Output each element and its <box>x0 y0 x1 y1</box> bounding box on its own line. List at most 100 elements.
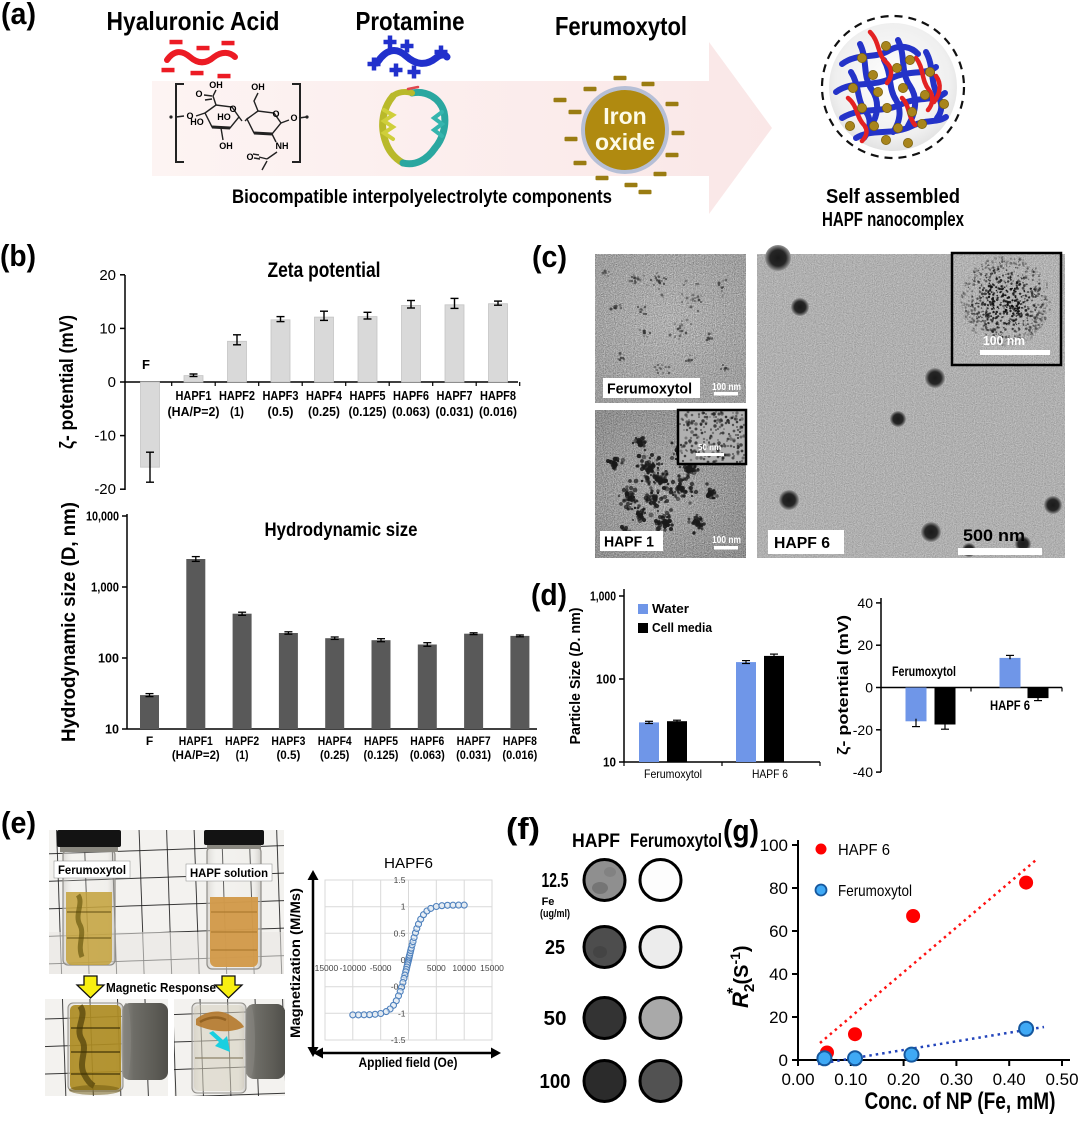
svg-text:(0.016): (0.016) <box>502 748 537 762</box>
svg-text:HAPF 6: HAPF 6 <box>752 767 788 781</box>
svg-text:Cell media: Cell media <box>652 620 713 635</box>
svg-text:-10: -10 <box>94 428 116 445</box>
svg-text:Zeta potential: Zeta potential <box>268 259 381 282</box>
svg-text:Ferumoxytol: Ferumoxytol <box>555 11 687 41</box>
svg-text:Particle Size (D. nm): Particle Size (D. nm) <box>567 608 584 745</box>
svg-text:Ferumoxytol: Ferumoxytol <box>644 767 702 781</box>
svg-text:Magnetization (M/Ms): Magnetization (M/Ms) <box>288 888 303 1038</box>
svg-text:Magnetic Response: Magnetic Response <box>106 980 216 995</box>
svg-text:Conc. of NP (Fe, mM): Conc. of NP (Fe, mM) <box>865 1088 1056 1115</box>
svg-text:60: 60 <box>769 922 788 941</box>
svg-text:10000: 10000 <box>452 963 476 973</box>
svg-text:(f): (f) <box>506 811 540 846</box>
svg-text:0: 0 <box>108 374 116 391</box>
svg-text:Ferumoxytol: Ferumoxytol <box>607 382 692 398</box>
svg-text:1,000: 1,000 <box>91 580 119 595</box>
svg-text:12.5: 12.5 <box>542 870 569 892</box>
svg-text:O: O <box>195 89 202 99</box>
svg-text:(d): (d) <box>531 577 567 612</box>
svg-text:20: 20 <box>99 267 116 284</box>
svg-text:HAPF5: HAPF5 <box>364 734 398 748</box>
svg-text:-20: -20 <box>94 481 116 498</box>
svg-text:(0.5): (0.5) <box>268 404 294 419</box>
svg-text:1.5: 1.5 <box>394 875 406 885</box>
svg-text:(0.125): (0.125) <box>364 748 399 762</box>
svg-text:10: 10 <box>99 320 116 337</box>
svg-text:OH: OH <box>251 82 265 92</box>
svg-text:O: O <box>290 113 297 123</box>
svg-text:Hydrodynamic size (D, nm): Hydrodynamic size (D, nm) <box>58 502 80 742</box>
svg-text:0.00: 0.00 <box>781 1070 814 1089</box>
svg-text:Iron: Iron <box>603 103 646 129</box>
svg-text:(0.25): (0.25) <box>308 404 340 419</box>
svg-text:(0.125): (0.125) <box>349 404 387 419</box>
svg-text:HAPF6: HAPF6 <box>393 388 429 403</box>
svg-text:HAPF8: HAPF8 <box>503 734 537 748</box>
svg-text:-1.5: -1.5 <box>391 1035 406 1045</box>
svg-text:(a): (a) <box>1 0 36 31</box>
svg-text:0: 0 <box>779 1051 788 1070</box>
svg-text:-15000: -15000 <box>312 963 339 973</box>
svg-text:Hydrodynamic size: Hydrodynamic size <box>265 519 418 541</box>
svg-text:25: 25 <box>545 937 565 959</box>
svg-text:HAPF2: HAPF2 <box>219 388 255 403</box>
svg-text:HAPF5: HAPF5 <box>350 388 386 403</box>
svg-text:HAPF3: HAPF3 <box>263 388 299 403</box>
svg-text:100 nm: 100 nm <box>712 535 741 546</box>
svg-text:(ug/ml): (ug/ml) <box>540 908 570 920</box>
svg-text:0.10: 0.10 <box>834 1070 867 1089</box>
svg-text:0.30: 0.30 <box>940 1070 973 1089</box>
svg-text:Ferumoxytol: Ferumoxytol <box>58 863 126 877</box>
svg-text:NH: NH <box>276 141 289 151</box>
svg-text:1,000: 1,000 <box>590 589 616 604</box>
svg-text:(1): (1) <box>230 404 244 419</box>
svg-text:HAPF2: HAPF2 <box>225 734 259 748</box>
svg-text:Ferumoxytol: Ferumoxytol <box>630 831 722 852</box>
svg-text:Biocompatible interpolyelectro: Biocompatible interpolyelectrolyte compo… <box>232 187 612 208</box>
svg-text:-10000: -10000 <box>340 963 367 973</box>
svg-text:0.40: 0.40 <box>993 1070 1026 1089</box>
svg-text:(0.063): (0.063) <box>410 748 445 762</box>
svg-text:100: 100 <box>540 1071 571 1093</box>
svg-text:(g): (g) <box>723 813 759 848</box>
svg-text:HO: HO <box>190 117 204 127</box>
svg-text:ζ- potential (mV): ζ- potential (mV) <box>57 315 78 449</box>
svg-text:100: 100 <box>98 651 119 666</box>
svg-text:HAPF 6: HAPF 6 <box>774 535 830 552</box>
svg-text:(HA/P=2): (HA/P=2) <box>168 404 220 419</box>
svg-text:40: 40 <box>769 965 788 984</box>
svg-text:Ferumoxytol: Ferumoxytol <box>838 883 912 900</box>
svg-text:0: 0 <box>865 680 873 696</box>
svg-text:Applied field (Oe): Applied field (Oe) <box>359 1055 458 1070</box>
svg-text:0.5: 0.5 <box>394 928 406 938</box>
svg-text:HAPF6: HAPF6 <box>410 734 444 748</box>
svg-text:0: 0 <box>401 955 406 965</box>
svg-text:O: O <box>186 111 193 121</box>
svg-text:(e): (e) <box>1 805 36 840</box>
svg-text:100: 100 <box>596 672 616 687</box>
svg-text:HAPF 6: HAPF 6 <box>990 698 1030 713</box>
svg-text:HAPF6: HAPF6 <box>384 855 433 872</box>
svg-text:(b): (b) <box>0 238 36 273</box>
svg-text:-5000: -5000 <box>370 963 392 973</box>
svg-text:0.20: 0.20 <box>887 1070 920 1089</box>
svg-text:HAPF nanocomplex: HAPF nanocomplex <box>822 209 964 231</box>
svg-text:(0.063): (0.063) <box>392 404 430 419</box>
svg-text:O: O <box>229 104 236 114</box>
svg-text:OH: OH <box>209 80 223 90</box>
svg-text:20: 20 <box>769 1008 788 1027</box>
svg-text:HAPF8: HAPF8 <box>480 388 516 403</box>
svg-text:HAPF 1: HAPF 1 <box>604 535 654 551</box>
svg-text:500 nm: 500 nm <box>963 526 1025 545</box>
svg-text:-1: -1 <box>398 1008 406 1018</box>
svg-text:HAPF: HAPF <box>572 831 620 852</box>
svg-text:HAPF7: HAPF7 <box>437 388 473 403</box>
svg-text:100: 100 <box>760 836 788 855</box>
svg-text:-20: -20 <box>853 722 873 738</box>
svg-text:HO: HO <box>217 112 231 122</box>
svg-text:HAPF7: HAPF7 <box>457 734 491 748</box>
svg-text:HAPF1: HAPF1 <box>176 388 212 403</box>
svg-text:20: 20 <box>857 637 873 653</box>
svg-text:F: F <box>146 734 153 748</box>
svg-text:F: F <box>142 357 150 372</box>
